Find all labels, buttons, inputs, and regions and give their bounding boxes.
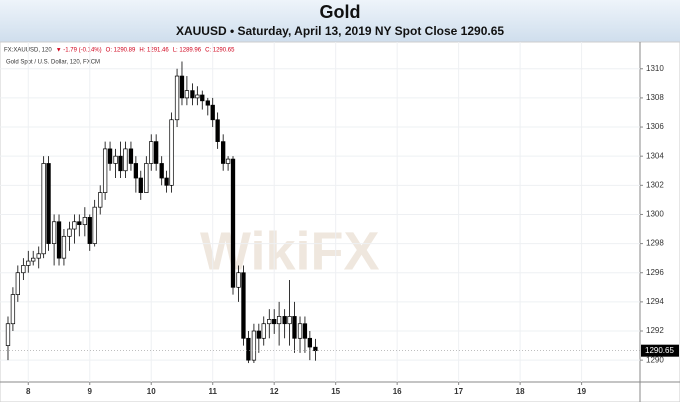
y-tick-label: 1306 [646,122,664,131]
candle-body [31,257,36,262]
candle-body [267,319,272,325]
y-tick-label: 1310 [646,64,664,73]
candle-body [72,221,77,230]
candle-body [210,104,215,121]
candle-body [98,192,103,208]
y-tick-label: 1302 [646,180,664,189]
candle-body [159,163,164,179]
candle-body [21,265,26,274]
candle-body [282,316,287,325]
y-tick-label: 1308 [646,93,664,102]
candle-body [5,323,11,346]
x-tick-label: 10 [147,387,156,396]
candle-body [82,217,87,226]
candle-body [205,100,210,106]
plot-frame [0,41,680,402]
candle-body [107,148,113,164]
candle-body [272,319,277,325]
candle-body [149,141,154,164]
y-tick-label: 1292 [646,326,664,335]
candle-body [154,141,159,164]
candle-body [169,119,174,186]
y-tick-label: 1296 [646,268,664,277]
x-tick-label: 18 [516,387,525,396]
candle-body [26,260,31,266]
candle-body [133,163,139,179]
info-item: H: 1291.46 [139,48,169,54]
candle-body [297,323,303,339]
candle-body [276,316,282,325]
candle-body [41,163,46,255]
legend: Gold Spot / U.S. Dollar, 120, FXCM [6,60,100,66]
info-item: O: 1290.89 [106,48,136,54]
candle-body [15,272,20,295]
candle-body [164,177,169,186]
chart-title: Gold [320,2,361,22]
candle-body [302,323,308,339]
candle-body [128,148,134,164]
candle-body [113,155,118,164]
chart-subtitle: XAUUSD • Saturday, April 13, 2019 NY Spo… [176,24,504,38]
candle-body [246,337,251,361]
candle-body [77,221,82,226]
x-tick-label: 19 [577,387,586,396]
candle-body [221,141,226,164]
x-tick-label: 17 [454,387,463,396]
candle-body [61,235,67,259]
candle-body [190,90,195,99]
candle-body [51,221,57,244]
last-price-label: 1290.65 [645,346,674,355]
candle-body [225,158,231,164]
info-item: C: 1290.65 [205,48,235,54]
candle-body [200,94,205,102]
candle-body [179,75,185,99]
candle-body [261,323,266,339]
info-item: ▼ -1.79 (-0.14%) [56,48,102,54]
candle-body [287,316,292,325]
candle-body [67,228,72,237]
candle-body [307,337,313,348]
candle-body [236,272,241,288]
candle-body [92,206,97,244]
watermark: WikiFX [200,221,380,281]
candle-body [195,94,200,99]
y-tick-label: 1300 [646,210,664,219]
candle-body [123,148,128,172]
candle-body [313,346,318,352]
candle-body [46,163,51,244]
candle-body [118,155,123,172]
candle-body [144,163,149,193]
y-tick-label: 1294 [646,297,664,306]
candle-body [184,90,190,99]
info-line: FX:XAUUSD, 120 ▼ -1.79 (-0.14%) O: 1290.89… [4,48,235,54]
candle-body [174,75,180,121]
x-tick-label: 8 [26,387,31,396]
candle-body [102,148,108,193]
y-tick-label: 1290 [646,355,664,364]
info-item: L: 1289.96 [173,48,202,54]
candle-body [36,253,41,259]
candle-body [251,330,257,361]
x-tick-label: 11 [208,387,217,396]
candle-body [241,272,246,339]
last-price-box [641,344,679,357]
candle-body [230,158,236,288]
x-tick-label: 9 [88,387,93,396]
y-tick-label: 1304 [646,151,664,160]
x-tick-label: 12 [270,387,279,396]
candle-body [215,119,220,142]
x-tick-label: 15 [331,387,340,396]
header-band [0,0,680,42]
candle-body [87,217,92,244]
candle-body [56,221,62,259]
candle-body [292,316,297,339]
candle-body [10,294,16,325]
x-tick-label: 16 [393,387,402,396]
candle-body [138,177,143,193]
candle-body [256,330,261,339]
y-tick-label: 1298 [646,239,664,248]
